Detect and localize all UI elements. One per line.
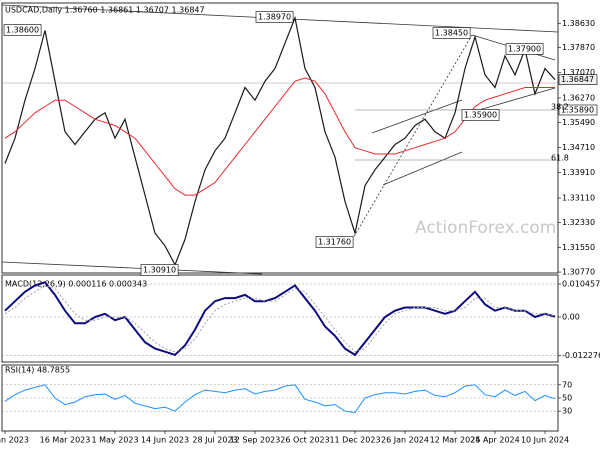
y-tick-label: 1.38630 — [562, 19, 595, 28]
rsi-title: RSI(14) 48.7855 — [5, 366, 70, 375]
annotation-box — [461, 109, 500, 121]
annotation-box — [140, 264, 179, 276]
x-tick-label: 11 Dec 2023 — [329, 436, 380, 445]
price-marker-label: 1.36847 — [561, 75, 594, 84]
annotation: 61.8 — [551, 154, 569, 163]
annotation-box — [432, 27, 471, 39]
price-line — [4, 15, 556, 267]
annotation-box — [255, 11, 294, 23]
annotation: 1.31760 — [318, 238, 351, 247]
x-tick-label: 28 Jul 2023 — [192, 436, 237, 445]
y-tick-label: 1.36270 — [562, 93, 595, 102]
y-tick-label: 1.34710 — [562, 143, 595, 152]
trendline — [471, 87, 556, 113]
trendline — [351, 34, 473, 241]
annotation: 1.38600 — [6, 26, 39, 35]
watermark: ActionForex.com — [415, 218, 556, 238]
y-tick-label: 1.32330 — [562, 218, 595, 227]
annotation-box — [505, 43, 544, 55]
annotation: 1.35900 — [464, 111, 497, 120]
annotation: 38.2 — [551, 103, 569, 112]
y-tick-label: 1.37070 — [562, 68, 595, 77]
x-tick-label: 31 Jan 2023 — [0, 436, 29, 445]
x-tick-label: 1 May 2023 — [91, 436, 138, 445]
y-tick-label: 1.37870 — [562, 43, 595, 52]
x-tick-label: 12 Sep 2023 — [230, 436, 281, 445]
y-tick-label: -0.012276 — [562, 351, 600, 360]
macd-title: MACD(12,26,9) 0.000116 0.000343 — [5, 280, 147, 289]
y-tick-label: 1.31550 — [562, 243, 595, 252]
x-tick-label: 25 Apr 2024 — [470, 436, 519, 445]
x-tick-label: 26 Oct 2023 — [280, 436, 329, 445]
y-tick-label: 1.30770 — [562, 268, 595, 277]
y-tick-label: 0.00 — [562, 313, 580, 322]
annotation: 1.37900 — [508, 45, 541, 54]
y-tick-label: 30 — [562, 407, 572, 416]
level-marker-label: 1.35890 — [561, 105, 594, 114]
x-tick-label: 16 Mar 2023 — [40, 436, 91, 445]
annotation: 1.30910 — [143, 266, 176, 275]
annotation: 1.38450 — [435, 29, 468, 38]
chart-title: USDCAD,Daily 1.36760 1.36861 1.36707 1.3… — [5, 6, 205, 15]
indicator-line — [4, 77, 555, 196]
annotation-box — [3, 24, 42, 36]
channel-line — [371, 99, 463, 134]
price-marker — [558, 74, 598, 85]
indicator-line — [4, 281, 556, 357]
indicator-line — [4, 384, 556, 414]
y-tick-label: 50 — [562, 394, 572, 403]
y-tick-label: 1.33110 — [562, 193, 595, 202]
macd-panel — [1, 274, 559, 363]
x-tick-label: 12 Mar 2024 — [430, 436, 481, 445]
trendline — [1, 261, 263, 275]
price-panel — [1, 2, 559, 274]
annotation: 1.38970 — [258, 13, 291, 22]
level-marker — [558, 104, 598, 116]
y-tick-label: 1.35490 — [562, 118, 595, 127]
x-tick-label: 14 Jun 2023 — [141, 436, 189, 445]
annotation-box — [315, 236, 354, 248]
y-tick-label: 70 — [562, 380, 572, 389]
y-tick-label: 0.010457 — [562, 280, 600, 289]
x-tick-label: 10 Jun 2024 — [521, 436, 569, 445]
x-tick-label: 26 Jan 2024 — [381, 436, 429, 445]
y-tick-label: 1.33910 — [562, 168, 595, 177]
channel-line — [382, 151, 463, 186]
